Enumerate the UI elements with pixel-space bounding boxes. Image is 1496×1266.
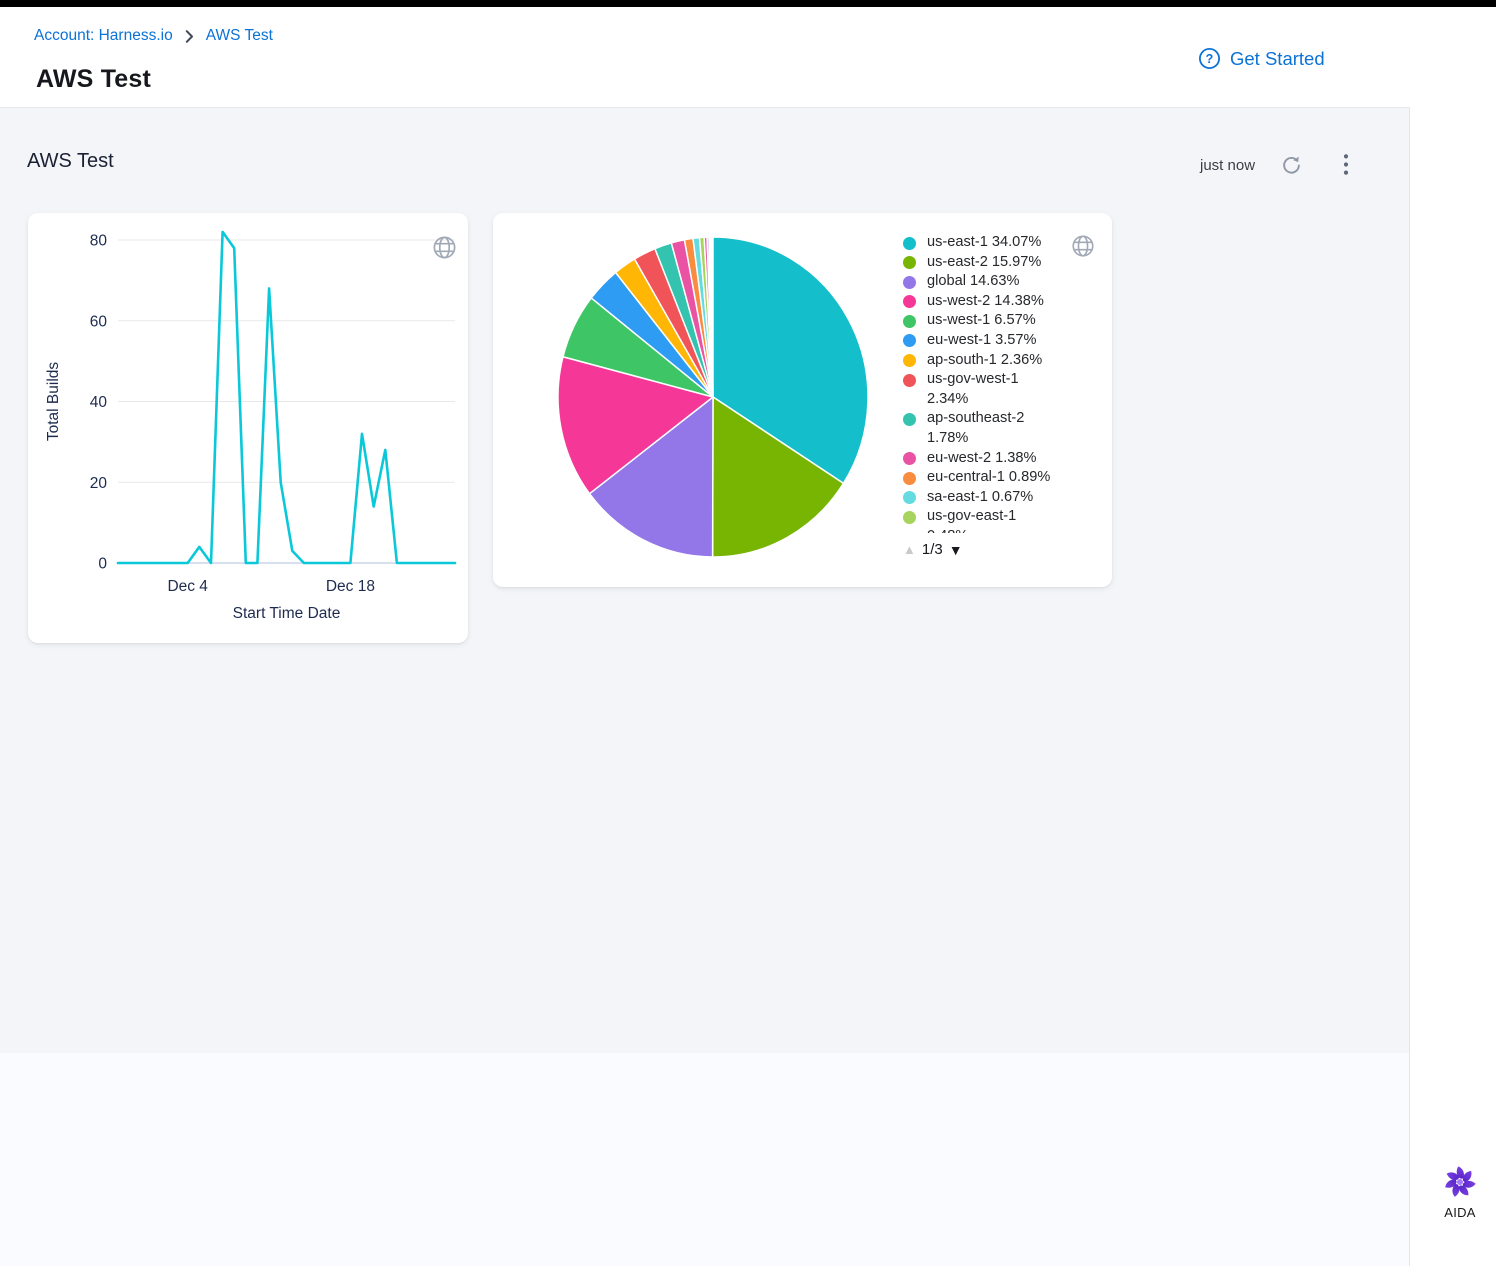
legend-label: us-gov-west-1 2.34% <box>927 371 1019 407</box>
legend-swatch <box>903 491 916 505</box>
aida-flower-icon <box>1442 1164 1478 1200</box>
pie-legend: us-east-1 34.07% us-east-2 15.97% global 1… <box>903 233 1071 533</box>
legend-item-us-gov-east-1[interactable]: us-gov-east-10.48% <box>903 507 1071 533</box>
y-tick-label: 80 <box>90 233 108 250</box>
legend-swatch <box>903 295 916 309</box>
y-tick-label: 60 <box>90 313 108 330</box>
x-tick-label: Dec 18 <box>326 578 375 595</box>
legend-swatch <box>903 510 916 524</box>
legend-page-down-icon[interactable]: ▼ <box>948 542 963 558</box>
legend-label: us-west-1 6.57% <box>927 312 1036 329</box>
legend-swatch <box>903 373 916 387</box>
legend-label: us-east-2 15.97% <box>927 253 1042 270</box>
legend-label: eu-west-1 3.57% <box>927 331 1037 348</box>
pie-slice-us-west-2[interactable] <box>557 355 714 495</box>
legend-item-us-east-1[interactable]: us-east-1 34.07% <box>903 233 1071 253</box>
aida-assistant-button[interactable]: AIDA <box>1432 1164 1488 1220</box>
pie-slice[interactable] <box>708 236 714 398</box>
legend-item-us-west-2[interactable]: us-west-2 14.38% <box>903 292 1071 312</box>
dashboard-title: AWS Test <box>27 150 114 172</box>
legend-pagination: ▲ 1/3 ▼ <box>903 541 963 559</box>
legend-label: ap-southeast-2 1.78% <box>927 410 1025 446</box>
region-pie-chart-card: us-east-1 34.07% us-east-2 15.97% global 1… <box>493 213 1112 587</box>
window-top-edge <box>0 0 1496 7</box>
legend-swatch <box>903 334 916 348</box>
region-pie-chart[interactable] <box>493 213 933 587</box>
panel-divider <box>1409 108 1410 1266</box>
kebab-menu-button[interactable] <box>1336 154 1356 176</box>
kebab-menu-icon <box>1343 153 1349 177</box>
get-started-label: Get Started <box>1230 47 1325 69</box>
pie-slice-global[interactable] <box>588 396 714 558</box>
refresh-button[interactable] <box>1280 154 1302 176</box>
get-started-link[interactable]: ? Get Started <box>1198 47 1325 70</box>
y-axis-title: Total Builds <box>45 362 62 442</box>
legend-swatch <box>903 354 916 368</box>
legend-swatch <box>903 471 916 485</box>
breadcrumb-account-link[interactable]: Account: Harness.io <box>34 27 173 44</box>
page-title: AWS Test <box>36 65 152 93</box>
legend-item-ap-southeast-2[interactable]: ap-southeast-2 1.78% <box>903 409 1071 448</box>
timezone-globe-icon <box>1070 233 1096 264</box>
x-axis-title: Start Time Date <box>233 605 341 622</box>
legend-item-us-gov-west-1[interactable]: us-gov-west-1 2.34% <box>903 370 1071 409</box>
refresh-icon <box>1281 155 1302 176</box>
legend-swatch <box>903 314 916 328</box>
legend-label: eu-west-2 1.38% <box>927 449 1037 466</box>
legend-label: us-east-1 34.07% <box>927 234 1042 250</box>
legend-swatch <box>903 275 916 289</box>
legend-swatch <box>903 236 916 250</box>
legend-label: sa-east-1 0.67% <box>927 488 1034 505</box>
legend-item-sa-east-1[interactable]: sa-east-1 0.67% <box>903 488 1071 508</box>
legend-label: ap-south-1 2.36% <box>927 351 1043 368</box>
legend-item-global[interactable]: global 14.63% <box>903 272 1071 292</box>
legend-item-us-east-2[interactable]: us-east-2 15.97% <box>903 253 1071 273</box>
svg-text:?: ? <box>1206 52 1214 66</box>
legend-swatch <box>903 452 916 466</box>
legend-item-ap-south-1[interactable]: ap-south-1 2.36% <box>903 351 1071 371</box>
legend-label: us-west-2 14.38% <box>927 292 1044 309</box>
help-question-icon: ? <box>1198 47 1221 70</box>
breadcrumb: Account: Harness.io AWS Test <box>34 27 273 45</box>
total-builds-line-chart[interactable]: 0 20 40 60 80 Dec 4 Dec 18 Start Time Date Total… <box>28 213 468 643</box>
chevron-right-icon <box>185 29 194 43</box>
legend-page-up-icon[interactable]: ▲ <box>903 542 916 557</box>
dashboard-canvas-lower <box>0 1053 1409 1266</box>
y-tick-label: 40 <box>90 394 108 411</box>
total-builds-series-line[interactable] <box>116 230 457 565</box>
dashboard-controls: just now <box>1200 150 1368 180</box>
legend-label: us-gov-east-10.48% <box>927 508 1017 533</box>
legend-item-eu-west-2[interactable]: eu-west-2 1.38% <box>903 449 1071 469</box>
pie-slice-us-east-2[interactable] <box>711 396 845 558</box>
x-tick-label: Dec 4 <box>167 578 208 595</box>
last-refreshed-label: just now <box>1200 156 1256 174</box>
page-header: Account: Harness.io AWS Test AWS Test ? … <box>0 7 1410 108</box>
legend-label: global 14.63% <box>927 273 1020 290</box>
aida-label: AIDA <box>1444 1205 1476 1220</box>
y-tick-label: 0 <box>98 556 107 573</box>
legend-item-eu-west-1[interactable]: eu-west-1 3.57% <box>903 331 1071 351</box>
timezone-globe-icon <box>431 234 458 266</box>
total-builds-chart-card: 0 20 40 60 80 Dec 4 Dec 18 Start Time Date Total… <box>28 213 468 643</box>
breadcrumb-current-link[interactable]: AWS Test <box>205 27 273 44</box>
legend-page-indicator: 1/3 <box>921 541 943 558</box>
legend-swatch <box>903 256 916 270</box>
legend-item-us-west-1[interactable]: us-west-1 6.57% <box>903 311 1071 331</box>
legend-item-eu-central-1[interactable]: eu-central-1 0.89% <box>903 468 1071 488</box>
legend-label: eu-central-1 0.89% <box>927 469 1051 486</box>
y-tick-label: 20 <box>90 475 108 492</box>
legend-swatch <box>903 412 916 426</box>
